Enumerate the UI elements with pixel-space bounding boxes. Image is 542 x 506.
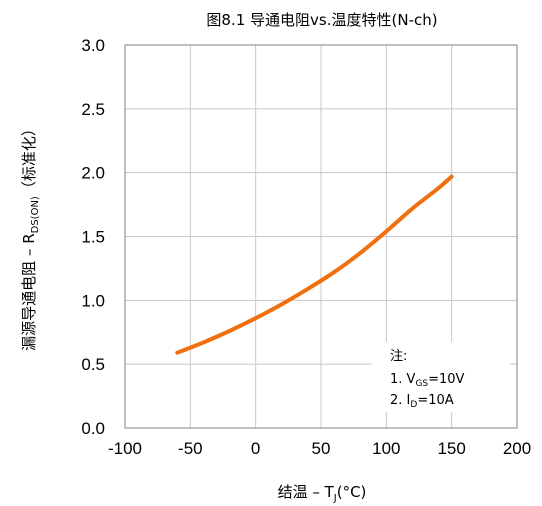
series-line <box>175 174 454 355</box>
y-tick-label: 0.0 <box>81 419 105 438</box>
x-tick-label: -50 <box>178 439 203 458</box>
y-tick-label: 2.0 <box>81 164 105 183</box>
plot-frame <box>124 44 518 429</box>
y-tick-label: 0.5 <box>81 355 105 374</box>
y-axis-title: 漏源导通电阻 – RDS(ON)（标准化） <box>20 121 41 351</box>
y-tick-label: 2.5 <box>81 100 105 119</box>
annotation-box: 注: 1. VGS=10V 2. ID=10A <box>372 342 510 412</box>
grid <box>125 45 517 428</box>
y-tick-labels: 0.0 0.5 1.0 1.5 2.0 2.5 3.0 <box>81 36 105 438</box>
x-tick-label: 100 <box>372 439 400 458</box>
x-tick-labels: -100 -50 0 50 100 150 200 <box>108 439 531 458</box>
x-tick-label: 150 <box>437 439 465 458</box>
x-tick-label: -100 <box>108 439 142 458</box>
annotation-line-1: 1. VGS=10V <box>390 372 465 389</box>
x-tick-label: 200 <box>503 439 531 458</box>
annotation-heading: 注: <box>390 349 407 364</box>
y-tick-label: 1.0 <box>81 291 105 310</box>
y-tick-label: 3.0 <box>81 36 105 55</box>
chart-title: 图8.1 导通电阻vs.温度特性(N-ch) <box>206 11 437 29</box>
x-axis-title: 结温 – TJ(°C) <box>278 483 367 504</box>
annotation-line-2: 2. ID=10A <box>390 393 454 410</box>
y-tick-label: 1.5 <box>81 228 105 247</box>
x-tick-label: 50 <box>312 439 331 458</box>
x-tick-label: 0 <box>251 439 260 458</box>
